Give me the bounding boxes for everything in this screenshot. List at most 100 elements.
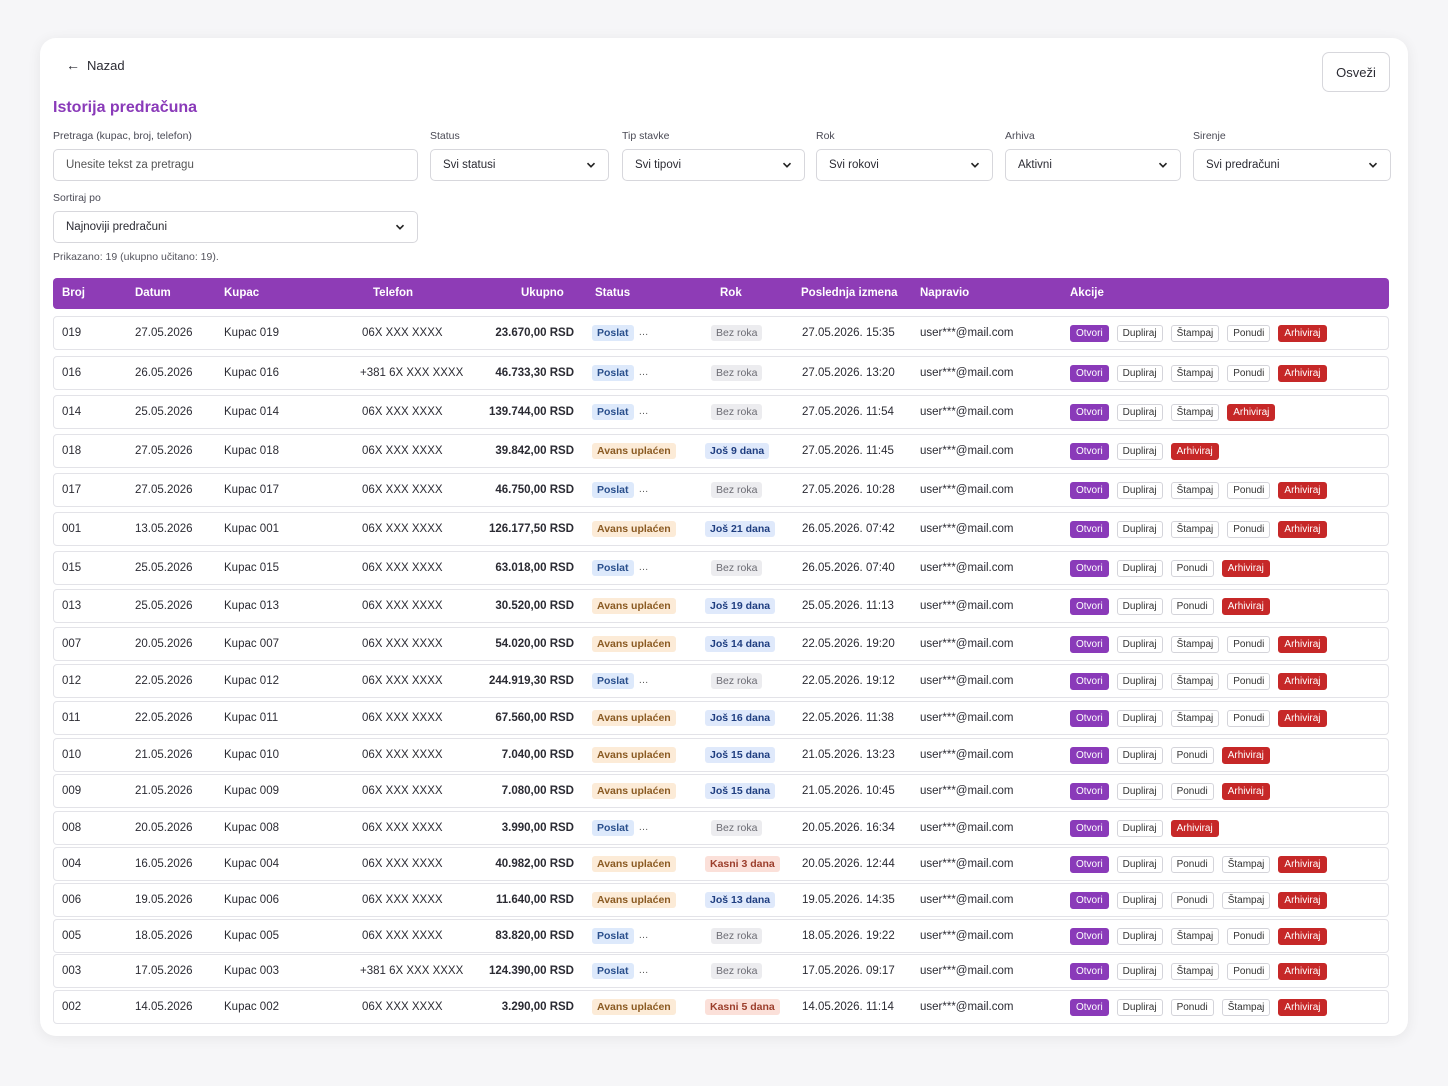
dupliraj-button[interactable]: Dupliraj — [1116, 597, 1163, 615]
otvori-button[interactable]: Otvori — [1070, 597, 1109, 615]
otvori-button[interactable]: Otvori — [1070, 403, 1109, 421]
arhiviraj-button[interactable]: Arhiviraj — [1278, 520, 1327, 538]
dupliraj-button[interactable]: Dupliraj — [1116, 520, 1163, 538]
arhiviraj-button[interactable]: Arhiviraj — [1278, 672, 1327, 690]
otvori-button[interactable]: Otvori — [1070, 364, 1109, 382]
arhiviraj-button[interactable]: Arhiviraj — [1170, 819, 1219, 837]
item-type-select[interactable]: Svi tipovi — [622, 149, 805, 181]
ponudi-button[interactable]: Ponudi — [1170, 746, 1214, 764]
ponudi-button[interactable]: Ponudi — [1227, 324, 1271, 342]
dupliraj-button[interactable]: Dupliraj — [1116, 782, 1163, 800]
dupliraj-button[interactable]: Dupliraj — [1116, 481, 1163, 499]
otvori-button[interactable]: Otvori — [1070, 746, 1109, 764]
status-select[interactable]: Svi statusi — [430, 149, 609, 181]
dupliraj-button[interactable]: Dupliraj — [1116, 324, 1163, 342]
stampaj-button[interactable]: Štampaj — [1170, 962, 1220, 980]
cell-customer: Kupac 017 — [224, 484, 279, 496]
dupliraj-button[interactable]: Dupliraj — [1116, 672, 1163, 690]
archive-select[interactable]: Aktivni — [1005, 149, 1181, 181]
otvori-button[interactable]: Otvori — [1070, 927, 1109, 945]
arhiviraj-button[interactable]: Arhiviraj — [1221, 559, 1270, 577]
ponudi-button[interactable]: Ponudi — [1227, 709, 1271, 727]
arhiviraj-button[interactable]: Arhiviraj — [1278, 481, 1327, 499]
back-label: Nazad — [87, 57, 125, 73]
otvori-button[interactable]: Otvori — [1070, 559, 1109, 577]
stampaj-button[interactable]: Štampaj — [1221, 998, 1271, 1016]
arhiviraj-button[interactable]: Arhiviraj — [1221, 597, 1270, 615]
dupliraj-button[interactable]: Dupliraj — [1116, 962, 1163, 980]
ponudi-button[interactable]: Ponudi — [1227, 364, 1271, 382]
otvori-button[interactable]: Otvori — [1070, 324, 1109, 342]
arhiviraj-button[interactable]: Arhiviraj — [1170, 442, 1219, 460]
sharing-label: Sirenje — [1193, 130, 1226, 142]
stampaj-button[interactable]: Štampaj — [1221, 855, 1271, 873]
ponudi-button[interactable]: Ponudi — [1170, 559, 1214, 577]
dupliraj-button[interactable]: Dupliraj — [1116, 709, 1163, 727]
stampaj-button[interactable]: Štampaj — [1170, 520, 1220, 538]
arhiviraj-button[interactable]: Arhiviraj — [1227, 403, 1276, 421]
dupliraj-button[interactable]: Dupliraj — [1116, 927, 1163, 945]
otvori-button[interactable]: Otvori — [1070, 998, 1109, 1016]
arhiviraj-button[interactable]: Arhiviraj — [1278, 998, 1327, 1016]
dupliraj-button[interactable]: Dupliraj — [1116, 559, 1163, 577]
otvori-button[interactable]: Otvori — [1070, 442, 1109, 460]
arhiviraj-button[interactable]: Arhiviraj — [1278, 364, 1327, 382]
arhiviraj-button[interactable]: Arhiviraj — [1278, 962, 1327, 980]
otvori-button[interactable]: Otvori — [1070, 709, 1109, 727]
ponudi-button[interactable]: Ponudi — [1227, 927, 1271, 945]
ponudi-button[interactable]: Ponudi — [1227, 962, 1271, 980]
ponudi-button[interactable]: Ponudi — [1170, 998, 1214, 1016]
stampaj-button[interactable]: Štampaj — [1170, 403, 1220, 421]
stampaj-button[interactable]: Štampaj — [1170, 635, 1220, 653]
stampaj-button[interactable]: Štampaj — [1170, 324, 1220, 342]
stampaj-button[interactable]: Štampaj — [1221, 891, 1271, 909]
otvori-button[interactable]: Otvori — [1070, 782, 1109, 800]
refresh-button[interactable]: Osveži — [1322, 52, 1390, 92]
stampaj-button[interactable]: Štampaj — [1170, 481, 1220, 499]
arhiviraj-button[interactable]: Arhiviraj — [1278, 855, 1327, 873]
arhiviraj-button[interactable]: Arhiviraj — [1278, 709, 1327, 727]
otvori-button[interactable]: Otvori — [1070, 672, 1109, 690]
arhiviraj-button[interactable]: Arhiviraj — [1278, 891, 1327, 909]
dupliraj-button[interactable]: Dupliraj — [1116, 998, 1163, 1016]
dupliraj-button[interactable]: Dupliraj — [1116, 403, 1163, 421]
ponudi-button[interactable]: Ponudi — [1227, 635, 1271, 653]
ponudi-button[interactable]: Ponudi — [1227, 672, 1271, 690]
ponudi-button[interactable]: Ponudi — [1227, 481, 1271, 499]
otvori-button[interactable]: Otvori — [1070, 481, 1109, 499]
otvori-button[interactable]: Otvori — [1070, 520, 1109, 538]
search-input[interactable]: Unesite tekst za pretragu — [53, 149, 418, 181]
ponudi-button[interactable]: Ponudi — [1170, 597, 1214, 615]
sharing-select[interactable]: Svi predračuni — [1193, 149, 1391, 181]
back-button[interactable]: ← Nazad — [66, 57, 125, 73]
stampaj-button[interactable]: Štampaj — [1170, 927, 1220, 945]
otvori-button[interactable]: Otvori — [1070, 635, 1109, 653]
ponudi-button[interactable]: Ponudi — [1227, 520, 1271, 538]
arhiviraj-button[interactable]: Arhiviraj — [1278, 635, 1327, 653]
deadline-select[interactable]: Svi rokovi — [816, 149, 993, 181]
ponudi-button[interactable]: Ponudi — [1170, 855, 1214, 873]
dupliraj-button[interactable]: Dupliraj — [1116, 364, 1163, 382]
cell-date: 19.05.2026 — [135, 894, 193, 906]
arhiviraj-button[interactable]: Arhiviraj — [1278, 324, 1327, 342]
arhiviraj-button[interactable]: Arhiviraj — [1278, 927, 1327, 945]
dupliraj-button[interactable]: Dupliraj — [1116, 635, 1163, 653]
otvori-button[interactable]: Otvori — [1070, 855, 1109, 873]
dupliraj-button[interactable]: Dupliraj — [1116, 855, 1163, 873]
dupliraj-button[interactable]: Dupliraj — [1116, 746, 1163, 764]
arhiviraj-button[interactable]: Arhiviraj — [1221, 746, 1270, 764]
otvori-button[interactable]: Otvori — [1070, 819, 1109, 837]
stampaj-button[interactable]: Štampaj — [1170, 364, 1220, 382]
otvori-button[interactable]: Otvori — [1070, 962, 1109, 980]
dupliraj-button[interactable]: Dupliraj — [1116, 442, 1163, 460]
dupliraj-button[interactable]: Dupliraj — [1116, 819, 1163, 837]
stampaj-button[interactable]: Štampaj — [1170, 709, 1220, 727]
cell-phone: 06X XXX XXXX — [362, 894, 443, 906]
arhiviraj-button[interactable]: Arhiviraj — [1221, 782, 1270, 800]
sort-select[interactable]: Najnoviji predračuni — [53, 211, 418, 243]
dupliraj-button[interactable]: Dupliraj — [1116, 891, 1163, 909]
otvori-button[interactable]: Otvori — [1070, 891, 1109, 909]
stampaj-button[interactable]: Štampaj — [1170, 672, 1220, 690]
ponudi-button[interactable]: Ponudi — [1170, 782, 1214, 800]
ponudi-button[interactable]: Ponudi — [1170, 891, 1214, 909]
